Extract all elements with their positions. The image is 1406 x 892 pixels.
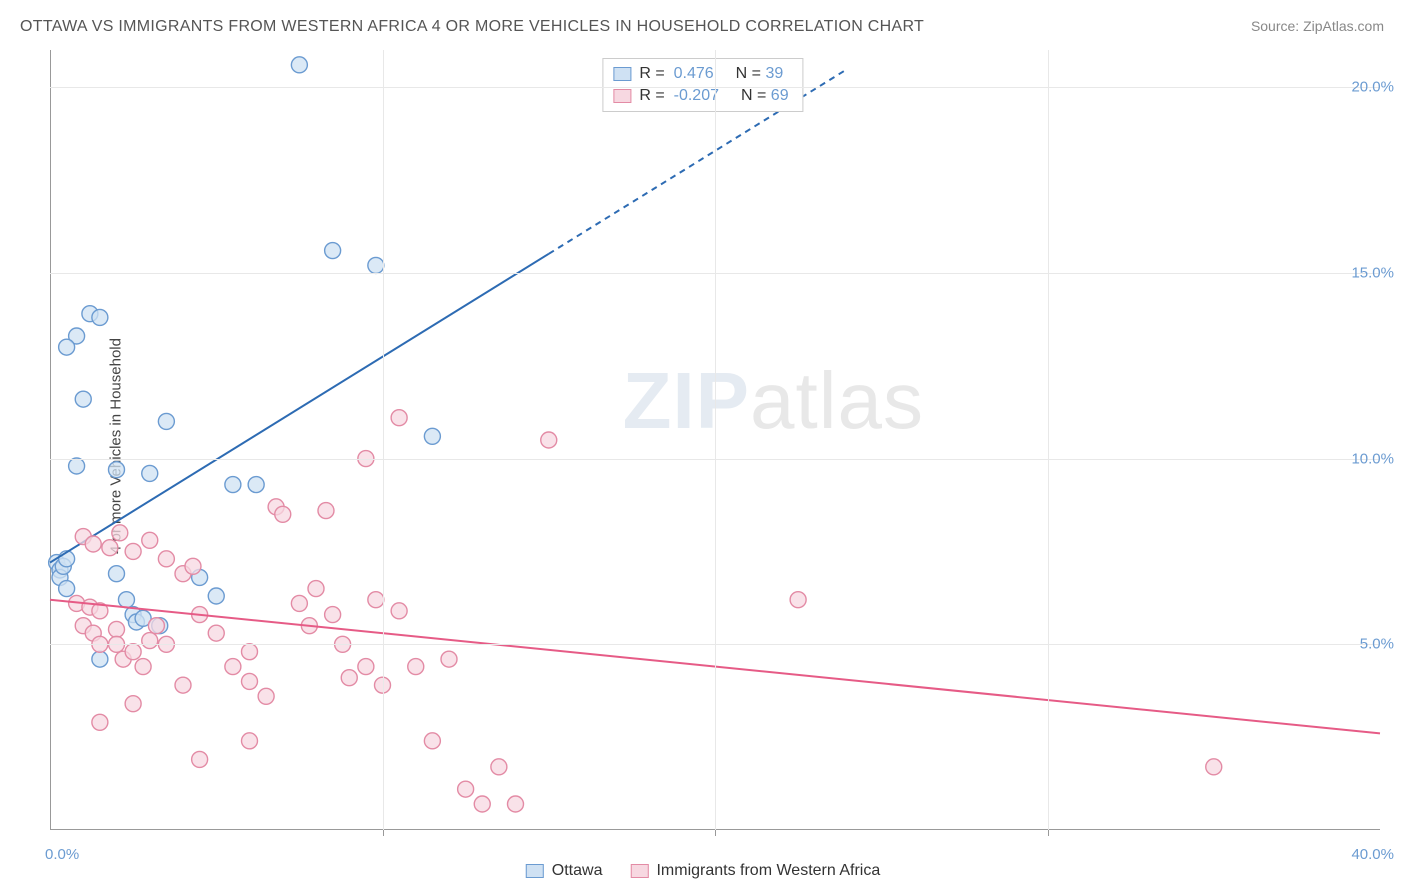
series-legend: Ottawa Immigrants from Western Africa [526, 862, 880, 880]
data-point [225, 659, 241, 675]
correlation-legend: R = 0.476 N = 39 R = -0.207 N = 69 [602, 58, 803, 112]
data-point [208, 588, 224, 604]
y-tick-label: 10.0% [1351, 450, 1394, 467]
data-point [291, 595, 307, 611]
data-point [185, 558, 201, 574]
data-point [474, 796, 490, 812]
data-point [192, 751, 208, 767]
legend-swatch [613, 89, 631, 103]
data-point [109, 462, 125, 478]
data-point [85, 536, 101, 552]
data-point [308, 581, 324, 597]
x-tick-min: 0.0% [45, 846, 79, 863]
legend-row: R = -0.207 N = 69 [613, 85, 788, 107]
data-point [175, 677, 191, 693]
legend-label: Immigrants from Western Africa [656, 862, 880, 880]
data-point [275, 506, 291, 522]
legend-swatch [526, 864, 544, 878]
data-point [125, 696, 141, 712]
data-point [125, 644, 141, 660]
data-point [424, 428, 440, 444]
data-point [142, 633, 158, 649]
data-point [92, 309, 108, 325]
gridline-v [1048, 50, 1049, 830]
data-point [508, 796, 524, 812]
legend-item: Immigrants from Western Africa [630, 862, 880, 880]
legend-swatch [630, 864, 648, 878]
data-point [158, 413, 174, 429]
data-point [125, 543, 141, 559]
data-point [258, 688, 274, 704]
n-label: N = 69 [741, 85, 789, 107]
data-point [59, 339, 75, 355]
data-point [92, 714, 108, 730]
x-tick [383, 830, 384, 836]
data-point [325, 243, 341, 259]
data-point [142, 532, 158, 548]
data-point [92, 651, 108, 667]
source-label: Source: ZipAtlas.com [1251, 18, 1384, 34]
data-point [109, 566, 125, 582]
r-label: R = -0.207 [639, 85, 719, 107]
data-point [358, 659, 374, 675]
legend-label: Ottawa [552, 862, 603, 880]
data-point [318, 503, 334, 519]
data-point [242, 673, 258, 689]
data-point [158, 551, 174, 567]
data-point [341, 670, 357, 686]
data-point [491, 759, 507, 775]
data-point [391, 410, 407, 426]
data-point [102, 540, 118, 556]
x-tick [1048, 830, 1049, 836]
data-point [424, 733, 440, 749]
data-point [291, 57, 307, 73]
data-point [441, 651, 457, 667]
trend-line [50, 254, 549, 563]
data-point [368, 592, 384, 608]
data-point [109, 621, 125, 637]
x-tick [715, 830, 716, 836]
y-tick-label: 20.0% [1351, 79, 1394, 96]
legend-row: R = 0.476 N = 39 [613, 63, 788, 85]
data-point [408, 659, 424, 675]
data-point [325, 607, 341, 623]
y-tick-label: 5.0% [1360, 636, 1394, 653]
data-point [391, 603, 407, 619]
data-point [242, 733, 258, 749]
data-point [112, 525, 128, 541]
legend-item: Ottawa [526, 862, 603, 880]
data-point [142, 465, 158, 481]
data-point [458, 781, 474, 797]
data-point [368, 257, 384, 273]
gridline-v [715, 50, 716, 830]
data-point [208, 625, 224, 641]
data-point [541, 432, 557, 448]
data-point [1206, 759, 1222, 775]
data-point [790, 592, 806, 608]
data-point [135, 659, 151, 675]
y-tick-label: 15.0% [1351, 264, 1394, 281]
data-point [242, 644, 258, 660]
data-point [59, 581, 75, 597]
x-tick-max: 40.0% [1351, 846, 1394, 863]
data-point [118, 592, 134, 608]
chart-title: OTTAWA VS IMMIGRANTS FROM WESTERN AFRICA… [20, 18, 924, 36]
data-point [248, 477, 264, 493]
data-point [75, 391, 91, 407]
data-point [225, 477, 241, 493]
gridline-v [383, 50, 384, 830]
r-label: R = 0.476 [639, 63, 713, 85]
n-label: N = 39 [736, 63, 784, 85]
data-point [148, 618, 164, 634]
data-point [69, 458, 85, 474]
legend-swatch [613, 67, 631, 81]
